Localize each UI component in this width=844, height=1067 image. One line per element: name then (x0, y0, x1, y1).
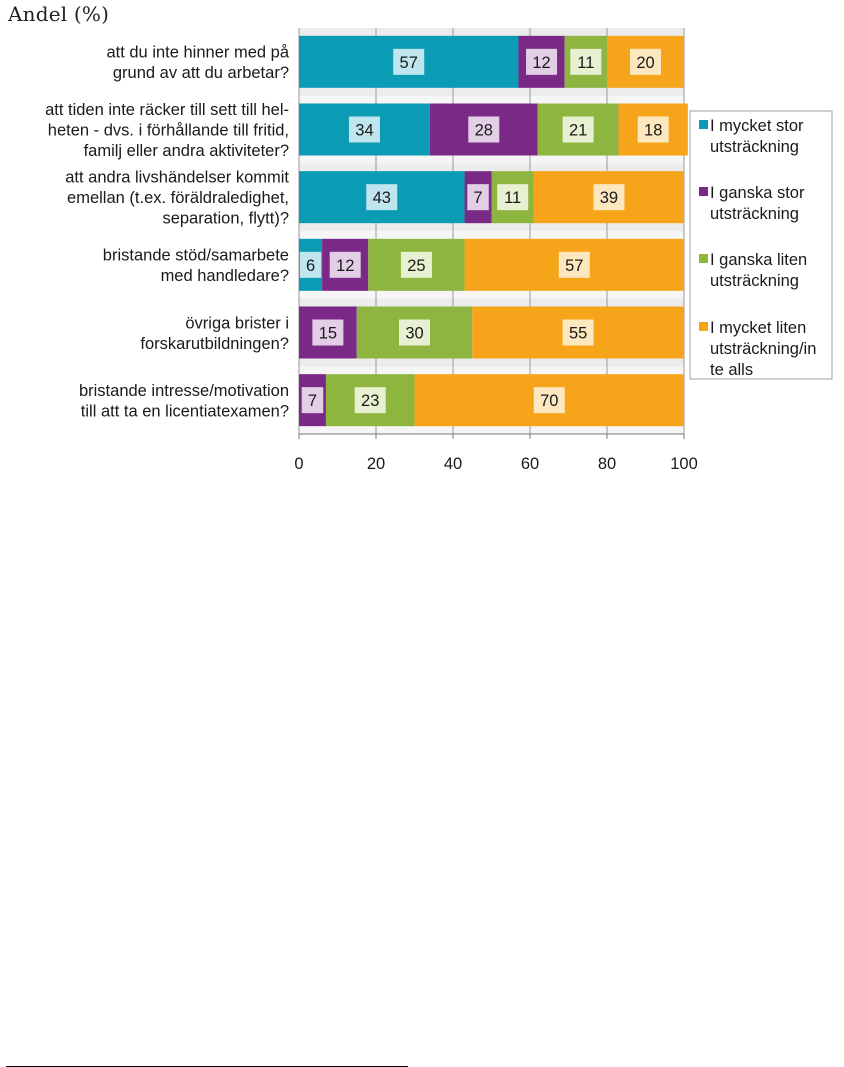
data-label-box (366, 184, 398, 211)
data-label: 57 (565, 257, 583, 275)
data-label-box (533, 387, 565, 414)
data-label-box (497, 184, 529, 211)
data-label: 25 (407, 257, 425, 275)
data-label: 28 (475, 122, 493, 140)
data-label-box (570, 48, 602, 75)
legend-label: I ganska stor utsträckning (710, 184, 805, 223)
data-label: 70 (540, 392, 558, 410)
data-label-box (630, 48, 661, 75)
x-tick-label: 60 (521, 455, 539, 473)
data-label-box (348, 116, 380, 143)
data-label: 39 (600, 189, 618, 207)
x-ticks: 0 20 40 60 80 100 (294, 433, 698, 473)
data-label: 21 (569, 122, 587, 140)
legend-label: I ganska liten utsträckning (710, 251, 807, 290)
data-label: 30 (405, 325, 423, 343)
legend-swatch (699, 254, 708, 263)
data-label-box (400, 251, 432, 278)
x-tick-label: 40 (444, 455, 462, 473)
data-label: 34 (355, 122, 373, 140)
legend-swatch (699, 187, 708, 196)
data-label: 6 (306, 257, 315, 275)
legend-swatch (699, 322, 708, 331)
x-tick-label: 0 (294, 455, 303, 473)
category-label: att andra livshändelser kommit emellan (t… (65, 169, 289, 228)
data-label: 7 (473, 189, 482, 207)
data-label-box (329, 251, 361, 278)
data-label: 43 (373, 189, 391, 207)
data-label-box (562, 116, 594, 143)
axis-title: Andel (%) (8, 2, 110, 26)
plot-area (299, 28, 684, 434)
x-tick-label: 100 (670, 455, 698, 473)
category-label: bristande stöd/samarbete med handledare? (103, 247, 289, 286)
data-label-box (558, 251, 590, 278)
bars: 57 12 11 20 34 28 21 18 43 7 11 39 6 12 25 57 15 30 55 7 23 7… (299, 35, 688, 427)
data-label-box (526, 48, 558, 75)
legend-box (689, 110, 833, 380)
data-label: 12 (532, 54, 550, 72)
legend-label: I mycket stor utsträckning (710, 117, 804, 156)
category-labels: att du inte hinner med på grund av att du… (45, 44, 290, 421)
data-label-box (312, 319, 344, 346)
data-label: 20 (636, 54, 654, 72)
data-label-box (393, 48, 425, 75)
data-label-box (299, 251, 322, 278)
data-label-box (354, 387, 386, 414)
category-label: bristande intresse/motivation till att ta… (79, 382, 289, 421)
data-label-box (399, 319, 430, 346)
data-label-box (637, 116, 669, 143)
data-label: 18 (644, 122, 662, 140)
gridlines (298, 28, 685, 434)
legend-swatch (699, 120, 708, 129)
data-label: 11 (504, 189, 521, 207)
x-tick-label: 80 (598, 455, 616, 473)
data-label-box (593, 184, 625, 211)
category-label: att tiden inte räcker till sett till hel… (45, 101, 289, 160)
legend: I mycket stor utsträckning I ganska stor ut… (689, 110, 833, 380)
data-label: 12 (336, 257, 354, 275)
data-label: 11 (577, 54, 594, 72)
x-tick-label: 20 (367, 455, 385, 473)
data-label-box (468, 116, 500, 143)
data-label: 7 (308, 392, 317, 410)
data-label-box (562, 319, 594, 346)
category-label: att du inte hinner med på grund av att du… (106, 44, 289, 83)
data-label: 57 (400, 54, 418, 72)
data-label-box (467, 184, 489, 211)
data-label: 15 (319, 325, 337, 343)
category-label: övriga brister i forskarutbildningen? (140, 314, 289, 353)
data-label: 23 (361, 392, 379, 410)
data-label: 55 (569, 325, 587, 343)
data-label-box (301, 387, 324, 414)
legend-label: I mycket liten utsträckning/in te alls (710, 319, 816, 379)
